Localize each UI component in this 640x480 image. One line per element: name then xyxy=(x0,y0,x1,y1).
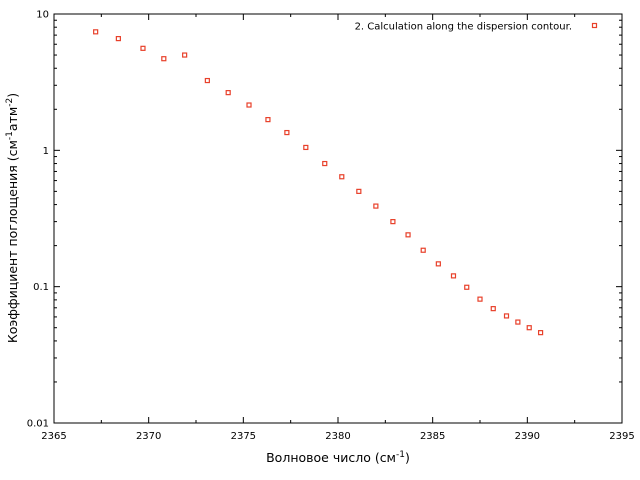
data-point xyxy=(339,174,345,180)
data-point xyxy=(115,36,121,42)
data-point xyxy=(490,306,496,312)
y-tick-label: 0.01 xyxy=(27,419,49,430)
data-point xyxy=(405,232,411,238)
data-point xyxy=(450,273,457,279)
x-tick-label: 2390 xyxy=(515,431,540,442)
data-point xyxy=(526,325,532,331)
data-point xyxy=(284,129,290,136)
x-tick-label: 2370 xyxy=(136,431,161,442)
data-point xyxy=(390,219,396,225)
x-tick-label: 2380 xyxy=(325,431,350,442)
y-axis: 0.01 0.1 1 10 xyxy=(27,10,622,430)
data-point xyxy=(322,160,328,167)
x-tick-label: 2395 xyxy=(609,431,634,442)
x-axis: 2365 2370 2375 2380 2385 2390 2395 xyxy=(41,14,635,442)
plot-frame xyxy=(53,13,623,424)
x-axis-title: Волновое число (см-1) xyxy=(266,450,410,465)
data-point xyxy=(503,313,510,319)
data-point xyxy=(140,45,146,51)
data-series xyxy=(93,29,544,336)
data-point xyxy=(356,188,362,194)
y-tick-label: 0.1 xyxy=(33,282,49,293)
data-point xyxy=(246,102,252,108)
x-tick-label: 2365 xyxy=(41,431,66,442)
data-point xyxy=(373,203,379,209)
data-point xyxy=(303,144,309,151)
data-point xyxy=(161,56,167,62)
y-tick-label: 1 xyxy=(43,146,49,157)
data-point xyxy=(435,261,441,267)
data-point xyxy=(515,319,521,325)
data-point xyxy=(477,296,483,302)
y-tick-label: 10 xyxy=(36,10,49,21)
legend-label: 2. Calculation along the dispersion cont… xyxy=(355,22,572,33)
data-point xyxy=(464,284,470,290)
data-point xyxy=(225,90,231,96)
data-point xyxy=(537,330,544,336)
x-tick-label: 2375 xyxy=(231,431,256,442)
data-point xyxy=(204,77,210,84)
x-tick-label: 2385 xyxy=(420,431,445,442)
data-point xyxy=(182,52,188,58)
data-point xyxy=(93,29,99,35)
data-point xyxy=(265,117,271,123)
legend-marker xyxy=(591,22,598,29)
legend: 2. Calculation along the dispersion cont… xyxy=(355,22,598,33)
y-axis-title: Коэффициент поглощения (см-1атм-2) xyxy=(5,93,20,343)
data-point xyxy=(420,247,426,253)
